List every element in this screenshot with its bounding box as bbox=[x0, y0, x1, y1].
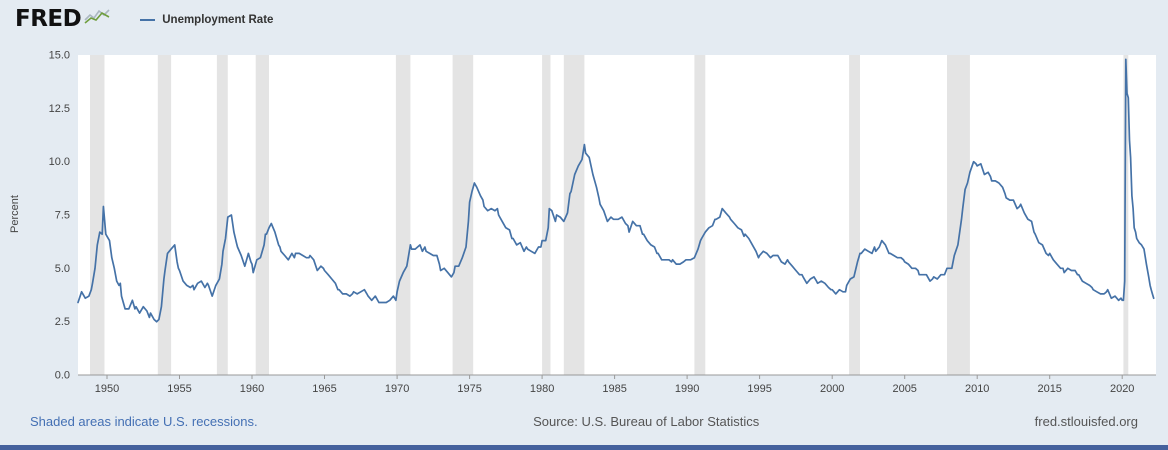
y-tick-label: 10.0 bbox=[49, 156, 70, 168]
x-tick-label: 2000 bbox=[820, 383, 844, 395]
x-tick-label: 1950 bbox=[95, 383, 119, 395]
y-tick-label: 7.5 bbox=[55, 210, 70, 222]
x-tick-label: 1980 bbox=[530, 383, 554, 395]
recession-band bbox=[694, 55, 706, 375]
recession-band bbox=[216, 55, 228, 375]
x-tick-label: 2015 bbox=[1037, 383, 1061, 395]
recession-band bbox=[395, 55, 411, 375]
y-tick-label: 5.0 bbox=[55, 263, 70, 275]
x-tick-label: 1990 bbox=[675, 383, 699, 395]
footer: Shaded areas indicate U.S. recessions. S… bbox=[0, 414, 1168, 429]
fred-site-link[interactable]: fred.stlouisfed.org bbox=[1034, 414, 1138, 429]
x-tick-label: 1960 bbox=[240, 383, 264, 395]
recession-band bbox=[947, 55, 970, 375]
recession-band bbox=[563, 55, 585, 375]
source-text: Source: U.S. Bureau of Labor Statistics bbox=[533, 414, 760, 429]
header: FRED Unemployment Rate bbox=[15, 6, 273, 32]
bottom-accent-bar bbox=[0, 445, 1168, 450]
unemployment-rate-line bbox=[77, 58, 1155, 323]
y-tick-label: 15.0 bbox=[49, 50, 70, 62]
recession-note-link[interactable]: Shaded areas indicate U.S. recessions. bbox=[30, 414, 258, 429]
x-tick-label: 1985 bbox=[602, 383, 626, 395]
y-tick-label: 0.0 bbox=[55, 370, 70, 382]
fred-logo-text: FRED bbox=[15, 6, 82, 32]
x-tick-label: 1975 bbox=[457, 383, 481, 395]
x-tick-label: 2005 bbox=[892, 383, 916, 395]
x-tick-label: 2010 bbox=[965, 383, 989, 395]
x-tick-label: 1965 bbox=[312, 383, 336, 395]
fred-logo[interactable]: FRED bbox=[15, 6, 110, 32]
plot-area bbox=[78, 55, 1156, 375]
recession-band bbox=[542, 55, 551, 375]
recession-band bbox=[157, 55, 172, 375]
legend-item: Unemployment Rate bbox=[140, 14, 273, 26]
fred-logo-sparkline-icon bbox=[84, 8, 110, 29]
x-tick-label: 2020 bbox=[1110, 383, 1134, 395]
y-tick-label: 2.5 bbox=[55, 316, 70, 328]
x-tick-label: 1955 bbox=[167, 383, 191, 395]
series-legend-label: Unemployment Rate bbox=[162, 14, 274, 26]
chart-canvas[interactable]: 0.0 2.5 5.0 7.5 10.0 12.5 15.0 1950 1955 1960 1965… bbox=[0, 38, 1168, 400]
x-tick-label: 1970 bbox=[385, 383, 409, 395]
recession-band bbox=[90, 55, 105, 375]
recession-band bbox=[255, 55, 269, 375]
recession-band bbox=[452, 55, 474, 375]
y-tick-label: 12.5 bbox=[49, 103, 70, 115]
series-line-swatch-icon bbox=[140, 19, 156, 21]
x-tick-label: 1995 bbox=[747, 383, 771, 395]
recession-band bbox=[849, 55, 860, 375]
